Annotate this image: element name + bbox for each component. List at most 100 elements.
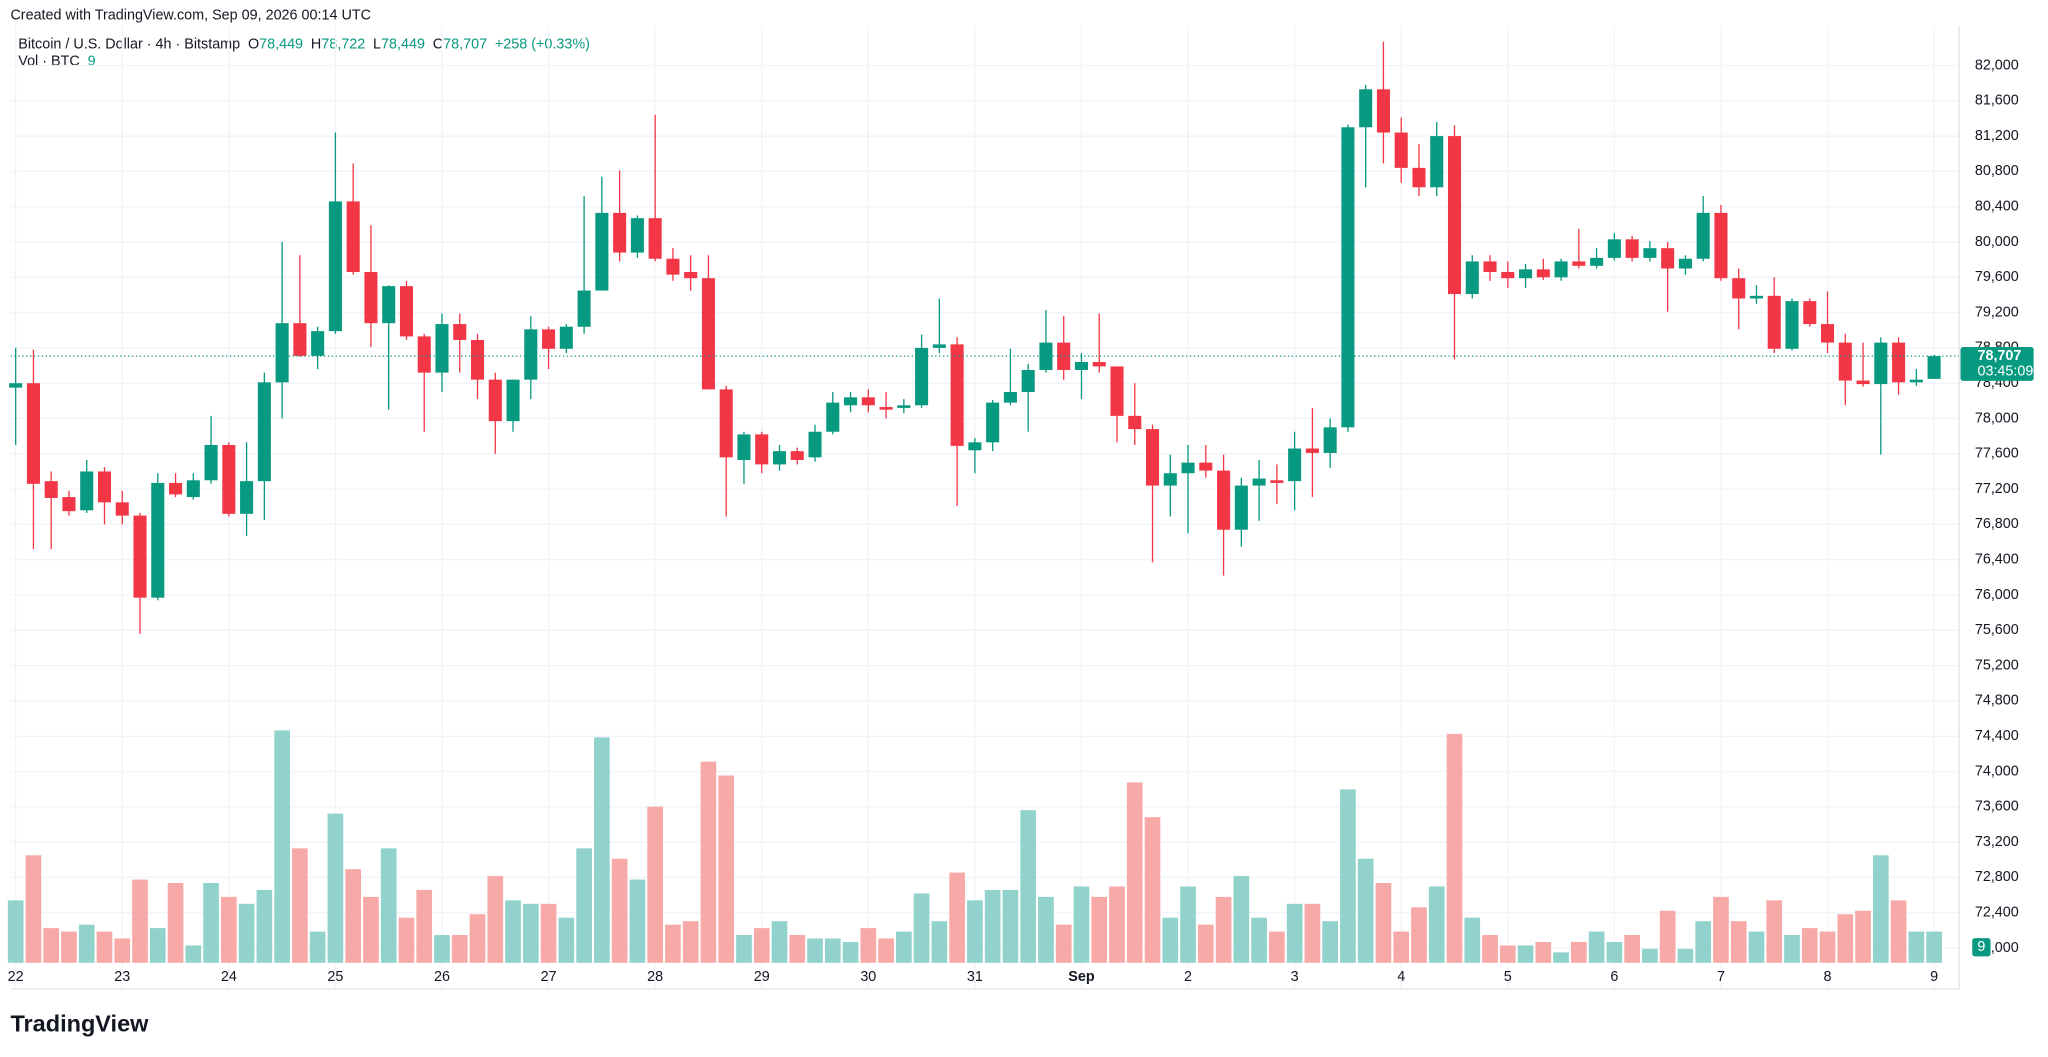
candle-body [1021,369,1035,393]
volume-bar [842,941,859,963]
volume-bar [736,935,752,963]
volume-bar [558,917,575,963]
volume-bar [1002,889,1019,963]
x-tick-label: 5 [1504,969,1512,985]
candle-body [542,329,556,349]
volume-bar [967,900,983,963]
x-tick-label: 25 [327,969,343,985]
candle-body [1234,485,1248,530]
candle-body [169,482,183,495]
volume-title: Vol · BTC [18,53,79,69]
x-tick-label: 24 [221,969,237,985]
volume-bar [878,938,894,963]
volume-bar [1286,903,1303,963]
candles [9,41,1960,634]
volume-bar [789,935,806,963]
ohlc-key: O [248,36,259,52]
candle-body [44,481,58,498]
volume-bar [984,889,1001,963]
volume-bar [1180,886,1196,963]
volume-bar [1855,910,1871,963]
volume-bar [1482,935,1498,963]
volume-bar [1322,921,1338,963]
candle-body [1394,132,1408,168]
x-tick-label: 9 [1930,969,1938,985]
candle-body [311,331,325,356]
volume-bar [274,730,290,963]
ohlc: O78,449 H78,722 L78,449 C78,707 [248,36,487,52]
y-tick-label: 73,200 [1975,834,2019,850]
candle-body [1892,342,1906,383]
y-tick-label: 76,000 [1975,587,2019,603]
volume-bar [860,928,877,963]
x-tick-label: Sep [1068,969,1095,985]
candle-body [772,451,787,465]
candle-body [1803,301,1817,325]
candle-body [364,272,378,324]
candle-body [1128,415,1142,430]
candle-body [1447,136,1462,295]
candle-body [293,323,307,356]
ohlc-value: 78,722 [321,36,365,52]
candle-body [346,201,360,273]
volume-bar [1872,855,1889,963]
volume-bar [594,737,610,963]
candle-body [1270,480,1284,483]
y-tick-label: 80,400 [1975,198,2019,214]
candle-body [879,407,893,410]
volume-bar [682,921,699,963]
volume-badge [1972,938,1991,957]
candle-body [1359,89,1373,128]
volume-bar [576,848,592,963]
volume-bar [7,900,24,963]
volume-bar [256,889,273,963]
candle-body [826,402,840,432]
volume-bar [1197,924,1214,963]
candle-body [719,389,733,458]
candle-body [453,324,467,340]
volume-bar [203,883,219,963]
volume-bar [363,896,379,963]
candle-body [1927,356,1941,379]
x-tick-label: 29 [754,969,770,985]
ohlc-key: L [373,36,381,52]
x-tick-label: 3 [1291,969,1299,985]
volume-bar [1126,782,1143,963]
candle-body [559,326,573,349]
volume-bar [1571,941,1587,963]
volume-bar [96,931,113,963]
y-tick-label: 73,600 [1975,799,2019,815]
candle-body [1341,127,1355,428]
candle-body [1145,429,1160,486]
candle-body [204,444,218,481]
volume-bar [78,924,95,963]
volume-bar [416,889,433,963]
volume-bar [1784,935,1800,963]
candle-body [1412,167,1426,188]
candle-body [488,379,502,422]
volume-bar [1464,917,1481,963]
candle-body [1217,470,1231,530]
candle-body [506,379,520,422]
candle-body [524,329,538,380]
candle-body [1785,301,1799,349]
volume-bar [1713,896,1729,963]
candle-body [1749,295,1764,299]
candle-body [435,324,449,373]
candle-body [595,212,609,291]
volume-bar [1357,858,1374,963]
volume-bar [1624,935,1640,963]
y-tick-label: 81,600 [1975,93,2019,109]
volume-bar [25,855,42,963]
candle-body [1092,362,1106,367]
candle-body [328,201,342,332]
brand-logo: TradingView [10,1011,149,1037]
axes: 72,00072,40072,80073,20073,60074,00074,4… [8,57,2034,985]
y-tick-label: 74,000 [1975,763,2019,779]
candle-body [97,471,112,503]
volume-bar [1890,900,1907,963]
y-tick-label: 75,200 [1975,657,2019,673]
volume-bar [380,848,397,963]
x-tick-label: 28 [647,969,663,985]
